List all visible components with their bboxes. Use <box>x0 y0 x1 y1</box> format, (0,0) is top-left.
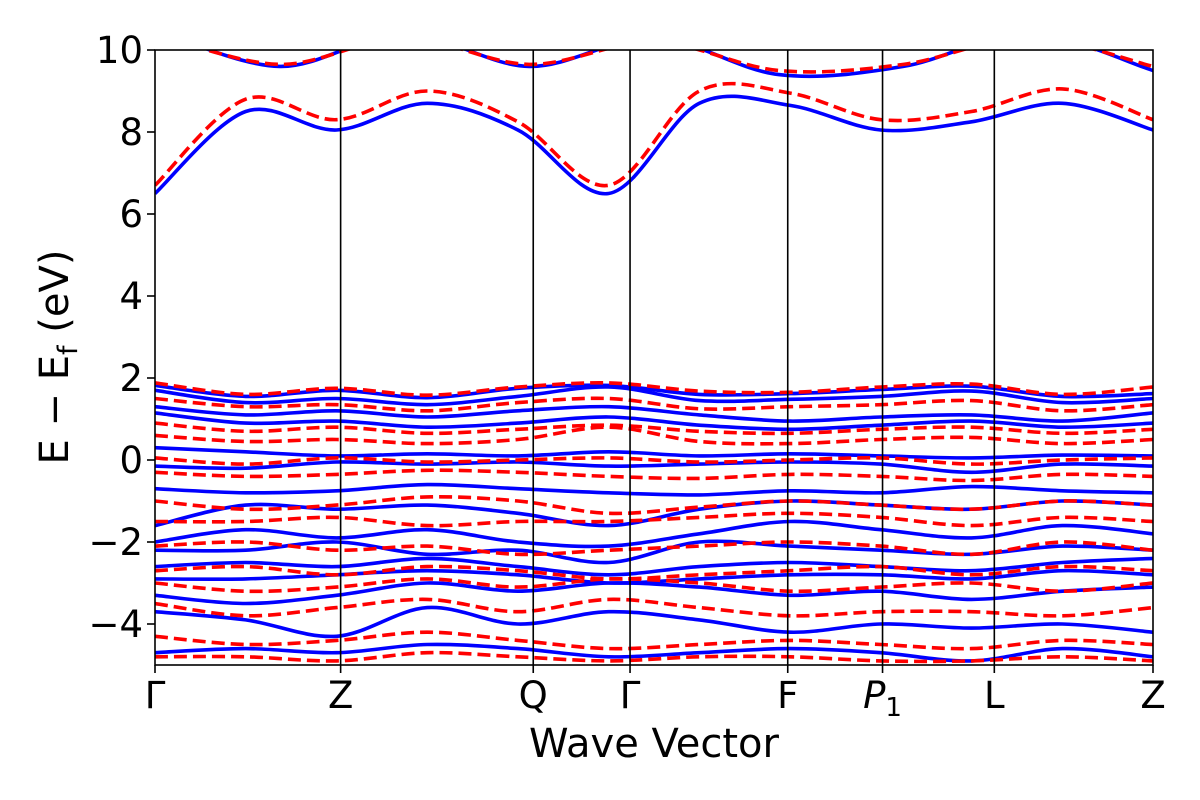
x-tick-label-main-3: Γ <box>620 674 641 717</box>
band-series-solid <box>155 50 1153 663</box>
y-tick-label-2: 0 <box>119 439 143 482</box>
band-dashed-4 <box>155 421 1153 436</box>
band-dashed-12 <box>155 576 1153 594</box>
band-solid-5 <box>155 411 1153 432</box>
band-dashed-5 <box>155 425 1153 446</box>
band-dashed-14 <box>155 630 1153 651</box>
band-dashed-9 <box>155 511 1153 528</box>
x-tick-label-sub-5: 1 <box>885 693 902 723</box>
band-dashed-10 <box>155 540 1153 557</box>
y-tick-label-7: 10 <box>96 29 143 72</box>
band-dashed-15 <box>155 650 1153 664</box>
band-dashed-3 <box>155 396 1153 413</box>
band-dashed-11 <box>155 564 1153 581</box>
x-tick-label-main-6: L <box>984 674 1005 717</box>
y-axis-title: E − Ef (eV) <box>32 250 84 465</box>
band-solid-14 <box>155 581 1153 606</box>
band-solid-12 <box>155 556 1153 577</box>
y-tick-label-6: 8 <box>119 111 143 154</box>
x-tick-label-main-2: Q <box>519 674 548 717</box>
band-solid-1 <box>155 94 1153 196</box>
x-axis-ticks: Γ Z Q Γ F P1 L Z <box>145 665 1166 723</box>
x-tick-label-main-4: F <box>777 674 798 717</box>
y-tick-label-1: −2 <box>88 521 143 564</box>
y-axis-ticks: −4 −2 0 2 4 6 8 10 <box>88 29 155 646</box>
x-axis-title: Wave Vector <box>529 721 780 767</box>
x-tick-label-main-0: Γ <box>145 674 166 717</box>
x-tick-label-6: L <box>984 674 1005 717</box>
plot-frame <box>154 49 1154 666</box>
band-solid-7 <box>155 460 1153 475</box>
x-tick-label-main-7: Z <box>1140 674 1165 717</box>
y-axis-title-main: E − E <box>32 355 78 465</box>
y-axis-title-subscript: f <box>53 344 84 355</box>
band-solid-2 <box>155 383 1153 400</box>
band-dashed-7 <box>155 468 1153 483</box>
y-tick-label-5: 6 <box>119 193 143 236</box>
band-solid-3 <box>155 385 1153 407</box>
x-tick-label-7: Z <box>1140 674 1165 717</box>
y-tick-label-3: 2 <box>119 357 143 400</box>
x-tick-label-5: P1 <box>863 674 902 723</box>
band-dashed-1 <box>155 81 1153 188</box>
band-solid-0 <box>204 50 1153 79</box>
x-tick-label-2: Q <box>519 674 548 717</box>
bands-layer <box>155 50 1153 664</box>
band-solid-15 <box>155 605 1153 639</box>
x-tick-label-0: Γ <box>145 674 166 717</box>
x-tick-label-3: Γ <box>620 674 641 717</box>
y-tick-label-4: 4 <box>119 275 143 318</box>
x-tick-label-main-5: P <box>863 674 886 717</box>
band-series-dashed <box>155 50 1153 664</box>
band-solid-4 <box>155 404 1153 423</box>
band-solid-8 <box>155 482 1153 497</box>
band-solid-6 <box>155 445 1153 460</box>
band-dashed-2 <box>155 380 1153 398</box>
band-dashed-13 <box>155 597 1153 618</box>
y-axis-title-unit: (eV) <box>32 250 78 346</box>
kpoint-lines <box>339 50 996 665</box>
band-dashed-6 <box>155 455 1153 466</box>
band-solid-10 <box>155 519 1153 549</box>
y-tick-label-0: −4 <box>88 603 143 646</box>
band-dashed-8 <box>155 494 1153 516</box>
x-tick-label-1: Z <box>328 674 353 717</box>
x-tick-label-main-1: Z <box>328 674 353 717</box>
x-tick-label-4: F <box>777 674 798 717</box>
